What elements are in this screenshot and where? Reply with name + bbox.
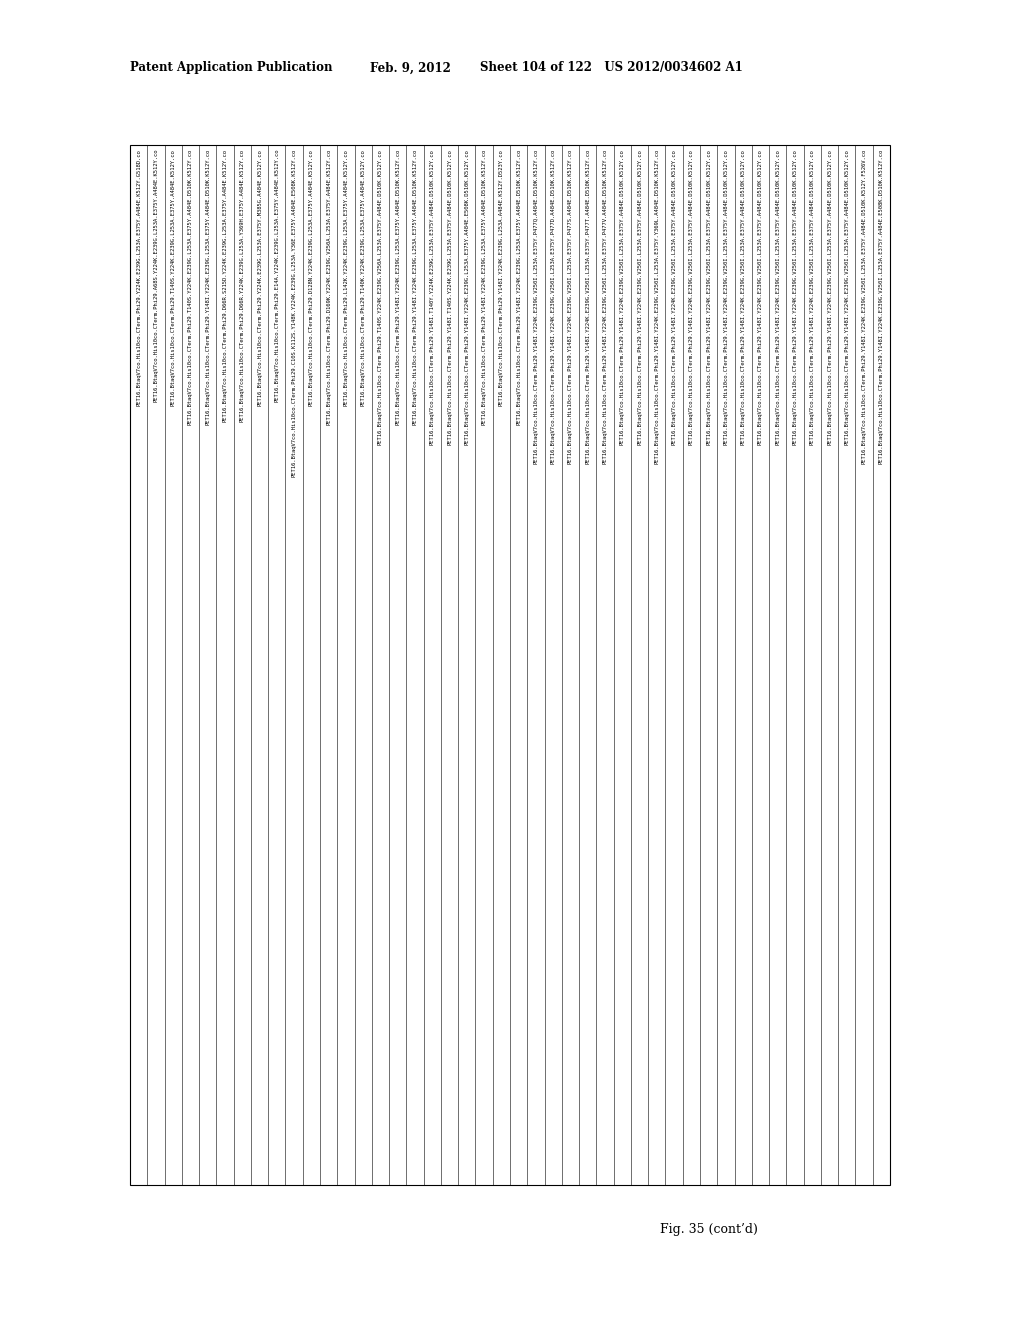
Text: Patent Application Publication: Patent Application Publication — [130, 62, 333, 74]
Text: PET16.BtaqV7co.His10co.CTerm.Phi29.Y224K.E239G.L253A.E375Y.M385G.A484E.K512Y.co: PET16.BtaqV7co.His10co.CTerm.Phi29.Y224K… — [257, 149, 262, 405]
Text: PET16.BtaqV7co.His10co.CTerm.Phi29.A68S.Y224K.E239G.L253A.E375Y.A484E.K512Y.co: PET16.BtaqV7co.His10co.CTerm.Phi29.A68S.… — [154, 149, 159, 403]
Text: PET16.BtaqV7co.His10co.CTerm.Phi29.Y148I.Y224K.E239G.V250I.L253A.E375Y.P477Q.A48: PET16.BtaqV7co.His10co.CTerm.Phi29.Y148I… — [534, 149, 539, 465]
Text: PET16.BtaqV7co.His10co.CTerm.Phi29.Y148I.T140S.Y224K.E239G.L253A.E375Y.A484E.D51: PET16.BtaqV7co.His10co.CTerm.Phi29.Y148I… — [447, 149, 452, 445]
Text: PET16.BtaqV7co.His10co.CTerm.Phi29.Y148I.Y224K.E239G.L253A.E375Y.A484E.D510K.K51: PET16.BtaqV7co.His10co.CTerm.Phi29.Y148I… — [395, 149, 400, 425]
Text: Feb. 9, 2012: Feb. 9, 2012 — [370, 62, 451, 74]
Text: PET16.BtaqV7co.His10co.CTerm.Phi29.Y148I.Y224K.E239G.V250I.L253A.E375Y.A484E.D51: PET16.BtaqV7co.His10co.CTerm.Phi29.Y148I… — [793, 149, 798, 445]
Text: PET16.BtaqV7co.His10co.CTerm.Phi29.Y148I.Y224K.E239G.V250I.L253A.E375Y.A484E.D51: PET16.BtaqV7co.His10co.CTerm.Phi29.Y148I… — [723, 149, 728, 445]
Text: PET16.BtaqV7co.His10co.CTerm.Phi29.Y148I.Y224K.E239G.L253A.E375Y.A484E.D510K.K51: PET16.BtaqV7co.His10co.CTerm.Phi29.Y148I… — [516, 149, 521, 425]
Bar — [130, 145, 890, 1185]
Text: PET16.BtaqV7co.His10co.CTerm.Phi29.Y148I.Y224K.E239G.V250I.L253A.E375Y.A484E.D51: PET16.BtaqV7co.His10co.CTerm.Phi29.Y148I… — [775, 149, 780, 445]
Text: PET16.BtaqV7co.His10co.CTerm.Phi29.Y148I.Y224K.E239G.V250I.L253A.E375Y.A484E.D51: PET16.BtaqV7co.His10co.CTerm.Phi29.Y148I… — [827, 149, 833, 445]
Text: PET16.BtaqV7co.His10co.CTerm.Phi29.Y148I.Y224K.E239G.L253A.E375Y.A484E.E508K.D51: PET16.BtaqV7co.His10co.CTerm.Phi29.Y148I… — [464, 149, 469, 445]
Text: PET16.BtaqV7co.His10co.CTerm.Phi29.Y148I.Y224K.E239G.V250I.L253A.E375Y.P477V.A48: PET16.BtaqV7co.His10co.CTerm.Phi29.Y148I… — [602, 149, 607, 465]
Text: PET16.BtaqV7co.His10co.CTerm.Phi29.Y148I.Y224K.E239G.V250I.L253A.E375Y.A484E.D51: PET16.BtaqV7co.His10co.CTerm.Phi29.Y148I… — [637, 149, 642, 445]
Text: PET16.BtaqV7co.His10co.CTerm.Phi29.Y148I.Y224K.E239G.V250I.L253A.E375Y.A484E.D51: PET16.BtaqV7co.His10co.CTerm.Phi29.Y148I… — [758, 149, 763, 445]
Text: PET16.BtaqV7co.His10co.CTerm.Phi29.T140S.Y224K.E239G.V250A.L253A.E375Y.A484E.D51: PET16.BtaqV7co.His10co.CTerm.Phi29.T140S… — [378, 149, 383, 445]
Text: PET16.BtaqV7co.His10co.CTerm.Phi29.Y148I.Y224K.E239G.L253A.E375Y.A484E.D510K.K51: PET16.BtaqV7co.His10co.CTerm.Phi29.Y148I… — [413, 149, 418, 425]
Text: PET16.BtaqV7co.His10co.CTerm.Phi29.Y148I.Y224K.E239G.V250I.L253A.E375Y.P477D.A48: PET16.BtaqV7co.His10co.CTerm.Phi29.Y148I… — [551, 149, 556, 465]
Text: PET16.BtaqV7co.His10co.CTerm.Phi29.Y148I.Y224K.E239G.L253A.E375Y.A484E.D510K.K51: PET16.BtaqV7co.His10co.CTerm.Phi29.Y148I… — [205, 149, 210, 425]
Text: PET16.BtaqV7co.His10co.CTerm.Phi29.D169K.Y224K.E239G.V250A.L253A.E375Y.A484E.K51: PET16.BtaqV7co.His10co.CTerm.Phi29.D169K… — [326, 149, 331, 425]
Text: PET16.BtaqV7co.His10co.CTerm.Phi29.Y148I.Y224K.E239G.V250I.L253A.E375Y.A484E.D51: PET16.BtaqV7co.His10co.CTerm.Phi29.Y148I… — [707, 149, 711, 445]
Text: PET16.BtaqV7co.His10co.CTerm.Phi29.Y148I.Y224K.E239G.L253A.E375Y.A484E.D510K.K51: PET16.BtaqV7co.His10co.CTerm.Phi29.Y148I… — [481, 149, 486, 425]
Text: PET16.BtaqV7co.His10co.CTerm.Phi29.D128N.Y224K.E239G.L253A.E375Y.A484E.K512Y.co: PET16.BtaqV7co.His10co.CTerm.Phi29.D128N… — [309, 149, 314, 405]
Text: PET16.BtaqV7co.His10co.CTerm.Phi29.T140S.Y224K.E239G.L253A.E375Y.A484E.K512Y.co: PET16.BtaqV7co.His10co.CTerm.Phi29.T140S… — [171, 149, 176, 405]
Text: PET16.BtaqV7co.His10co.CTerm.Phi29.T140K.Y224K.E239G.L253A.E375Y.A484E.K512Y.co: PET16.BtaqV7co.His10co.CTerm.Phi29.T140K… — [360, 149, 366, 405]
Text: PET16.BtaqV7co.His10co.CTerm.Phi29.Y148I.Y224K.E239G.V250I.L253A.E375Y.A484E.D51: PET16.BtaqV7co.His10co.CTerm.Phi29.Y148I… — [810, 149, 815, 445]
Text: PET16.BtaqV7co.His10co.CTerm.Phi29.T140S.Y224K.E239G.L253A.E375Y.A484E.D510K.K51: PET16.BtaqV7co.His10co.CTerm.Phi29.T140S… — [188, 149, 193, 425]
Text: PET16.BtaqV7co.His10co.CTerm.Phi29.C10S.K112S.Y148K.Y224K.E239G.L253A.Y36E.E375Y: PET16.BtaqV7co.His10co.CTerm.Phi29.C10S.… — [292, 149, 297, 478]
Text: PET16.BtaqV7co.His10co.CTerm.Phi29.Y148I.Y224K.E239G.V250I.L253A.E375Y.A484E.D51: PET16.BtaqV7co.His10co.CTerm.Phi29.Y148I… — [861, 149, 866, 465]
Text: PET16.BtaqV7co.His10co.CTerm.Phi29.Y148I.Y224K.E239G.V250I.L253A.E375Y.A484E.D51: PET16.BtaqV7co.His10co.CTerm.Phi29.Y148I… — [672, 149, 677, 445]
Text: PET16.BtaqV7co.His10co.CTerm.Phi29.Y148I.Y224K.E239G.V250I.L253A.E375Y.P477T.A48: PET16.BtaqV7co.His10co.CTerm.Phi29.Y148I… — [586, 149, 590, 465]
Text: PET16.BtaqV7co.His10co.CTerm.Phi29.Y148I.Y224K.E239G.L253A.A484E.K512Y.D523Y.co: PET16.BtaqV7co.His10co.CTerm.Phi29.Y148I… — [499, 149, 504, 405]
Text: PET16.BtaqV7co.His10co.CTerm.Phi29.Y148I.Y224K.E239G.V250I.L253A.E375Y.A484E.D51: PET16.BtaqV7co.His10co.CTerm.Phi29.Y148I… — [620, 149, 625, 445]
Text: PET16.BtaqV7co.His10co.CTerm.Phi29.Y148I.Y224K.E239G.V250I.L253A.E375Y.P477S.A48: PET16.BtaqV7co.His10co.CTerm.Phi29.Y148I… — [568, 149, 573, 465]
Text: PET16.BtaqV7co.His10co.CTerm.Phi29.Y148I.Y224K.E239G.V250I.L253A.E375Y.A484E.E50: PET16.BtaqV7co.His10co.CTerm.Phi29.Y148I… — [879, 149, 884, 465]
Text: PET16.BtaqV7co.His10co.CTerm.Phi29.Y148I.T140Y.Y224K.E239G.L253A.E375Y.A484E.D51: PET16.BtaqV7co.His10co.CTerm.Phi29.Y148I… — [430, 149, 435, 445]
Text: PET16.BtaqV7co.His10co.CTerm.Phi29.D66R.Y224K.E239G.L253A.Y369H.E375Y.A484E.K512: PET16.BtaqV7co.His10co.CTerm.Phi29.D66R.… — [240, 149, 245, 422]
Text: Sheet 104 of 122   US 2012/0034602 A1: Sheet 104 of 122 US 2012/0034602 A1 — [480, 62, 742, 74]
Text: PET16.BtaqV7co.His10co.CTerm.Phi29.D66R.S215D.Y224K.E239G.L253A.E375Y.A484E.K512: PET16.BtaqV7co.His10co.CTerm.Phi29.D66R.… — [222, 149, 227, 422]
Text: PET16.BtaqV7co.His10co.CTerm.Phi29.L142K.Y224K.E239G.L253A.E375Y.A484E.K512Y.co: PET16.BtaqV7co.His10co.CTerm.Phi29.L142K… — [343, 149, 348, 405]
Text: PET16.BtaqV7co.His10co.CTerm.Phi29.Y148I.Y224K.E239G.V250I.L253A.E375Y.A484E.D51: PET16.BtaqV7co.His10co.CTerm.Phi29.Y148I… — [689, 149, 694, 445]
Text: PET16.BtaqV7co.His10co.CTerm.Phi29.Y224K.E239G.L253A.E375Y.A484E.K512Y.G518D.co: PET16.BtaqV7co.His10co.CTerm.Phi29.Y224K… — [136, 149, 141, 405]
Text: PET16.BtaqV7co.His10co.CTerm.Phi29.Y148I.Y224K.E239G.V250I.L253A.E375Y.Y369L.A48: PET16.BtaqV7co.His10co.CTerm.Phi29.Y148I… — [654, 149, 659, 465]
Text: PET16.BtaqV7co.His10co.CTerm.Phi29.Y148I.Y224K.E239G.V250I.L253A.E375Y.A484E.D51: PET16.BtaqV7co.His10co.CTerm.Phi29.Y148I… — [740, 149, 745, 445]
Text: PET16.BtaqV7co.His10co.CTerm.Phi29.Y148I.Y224K.E239G.V250I.L253A.E375Y.A484E.D51: PET16.BtaqV7co.His10co.CTerm.Phi29.Y148I… — [845, 149, 849, 445]
Text: Fig. 35 (cont’d): Fig. 35 (cont’d) — [660, 1224, 758, 1237]
Text: PET16.BtaqV7co.His10co.CTerm.Phi29.E14A.Y224K.E239G.L253A.E375Y.A484E.K512Y.co: PET16.BtaqV7co.His10co.CTerm.Phi29.E14A.… — [274, 149, 280, 403]
